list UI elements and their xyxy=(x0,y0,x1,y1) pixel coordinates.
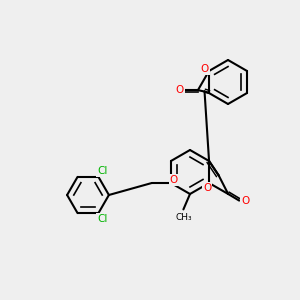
Text: O: O xyxy=(170,175,178,185)
Text: O: O xyxy=(176,85,184,95)
Text: Cl: Cl xyxy=(97,166,108,176)
Text: O: O xyxy=(201,64,209,74)
Text: CH₃: CH₃ xyxy=(175,213,192,222)
Text: Cl: Cl xyxy=(97,214,108,224)
Text: O: O xyxy=(203,183,211,193)
Text: O: O xyxy=(241,196,249,206)
